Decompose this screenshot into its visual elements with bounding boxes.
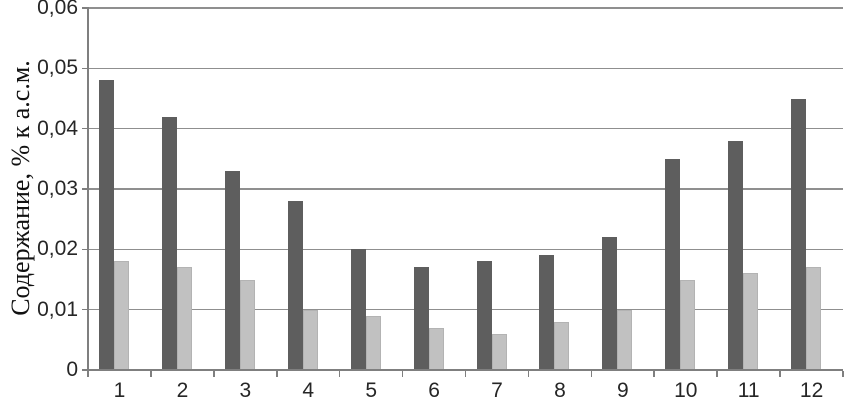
bar-light-gray-series-cat2 bbox=[176, 267, 192, 370]
y-axis-tick-mark bbox=[82, 248, 88, 251]
x-tick-label: 11 bbox=[737, 379, 760, 402]
gridline-0,01 bbox=[88, 308, 843, 311]
x-axis-tick-mark bbox=[527, 371, 530, 377]
bar-dark-gray-series-cat2 bbox=[161, 116, 177, 370]
gridline-0,05 bbox=[88, 67, 843, 70]
y-axis-tick-mark bbox=[82, 67, 88, 70]
x-tick-label: 3 bbox=[239, 379, 252, 402]
x-tick-label: 4 bbox=[302, 379, 315, 402]
bar-dark-gray-series-cat3 bbox=[224, 170, 240, 370]
x-axis-line bbox=[88, 369, 843, 371]
bar-light-gray-series-cat6 bbox=[428, 327, 444, 370]
x-tick-label: 12 bbox=[799, 379, 824, 402]
x-axis-tick-mark bbox=[653, 371, 656, 377]
x-axis-tick-mark bbox=[275, 371, 278, 377]
x-tick-label: 7 bbox=[491, 379, 503, 402]
x-axis-tick-mark bbox=[590, 371, 593, 377]
bar-light-gray-series-cat8 bbox=[554, 321, 570, 370]
x-tick-label: 5 bbox=[365, 379, 377, 402]
bar-dark-gray-series-cat1 bbox=[99, 80, 114, 370]
x-tick-label: 2 bbox=[176, 379, 189, 402]
y-tick-label: 0,01 bbox=[37, 297, 78, 321]
bar-dark-gray-series-cat11 bbox=[728, 140, 744, 370]
bar-light-gray-series-cat1 bbox=[114, 261, 129, 370]
bar-dark-gray-series-cat7 bbox=[476, 261, 492, 370]
x-axis-tick-mark bbox=[779, 371, 781, 377]
x-axis-tick-mark bbox=[87, 371, 89, 377]
x-axis-tick-mark bbox=[338, 371, 341, 377]
y-axis-tick-mark bbox=[82, 369, 88, 371]
bar-dark-gray-series-cat5 bbox=[350, 249, 366, 370]
x-axis-tick-mark bbox=[401, 371, 404, 377]
bar-light-gray-series-cat3 bbox=[239, 279, 255, 370]
y-axis-tick-mark bbox=[82, 308, 88, 311]
bar-dark-gray-series-cat9 bbox=[602, 237, 618, 370]
y-tick-label: 0,04 bbox=[37, 116, 78, 140]
bar-light-gray-series-cat7 bbox=[491, 333, 507, 370]
x-tick-label: 1 bbox=[113, 379, 126, 402]
bar-light-gray-series-cat12 bbox=[806, 267, 822, 370]
y-tick-label: 0,06 bbox=[37, 0, 78, 19]
x-axis-tick-mark bbox=[150, 371, 152, 377]
bar-dark-gray-series-cat8 bbox=[539, 255, 555, 370]
x-tick-label: 8 bbox=[554, 379, 566, 402]
gridline-0,06 bbox=[88, 7, 843, 9]
bar-light-gray-series-cat9 bbox=[617, 309, 633, 370]
y-axis-tick-mark bbox=[82, 188, 88, 190]
bar-light-gray-series-cat11 bbox=[743, 273, 759, 370]
x-axis-tick-mark bbox=[842, 371, 844, 377]
x-axis-tick-mark bbox=[716, 371, 718, 377]
x-tick-label: 9 bbox=[616, 379, 629, 402]
bar-light-gray-series-cat5 bbox=[365, 315, 381, 370]
gridline-0,02 bbox=[88, 248, 843, 251]
y-axis-tick-mark bbox=[82, 7, 88, 9]
bar-dark-gray-series-cat6 bbox=[413, 267, 429, 370]
y-tick-label: 0,02 bbox=[37, 237, 78, 261]
y-tick-label: 0,05 bbox=[37, 56, 78, 80]
x-tick-label: 6 bbox=[428, 379, 440, 402]
bar-light-gray-series-cat10 bbox=[680, 279, 696, 370]
y-tick-label: 0,03 bbox=[37, 177, 78, 200]
gridline-0,04 bbox=[88, 127, 843, 130]
bar-dark-gray-series-cat4 bbox=[287, 201, 303, 370]
x-axis-tick-mark bbox=[213, 371, 215, 377]
y-axis-tick-mark bbox=[82, 127, 88, 130]
x-tick-label: 10 bbox=[674, 379, 698, 402]
y-axis-line bbox=[87, 7, 89, 377]
x-axis-tick-mark bbox=[464, 371, 467, 377]
bar-dark-gray-series-cat12 bbox=[791, 98, 807, 370]
bar-light-gray-series-cat4 bbox=[302, 309, 318, 370]
bar-dark-gray-series-cat10 bbox=[665, 158, 681, 370]
y-tick-label: 0 bbox=[66, 358, 78, 381]
gridline-0,03 bbox=[88, 188, 843, 190]
